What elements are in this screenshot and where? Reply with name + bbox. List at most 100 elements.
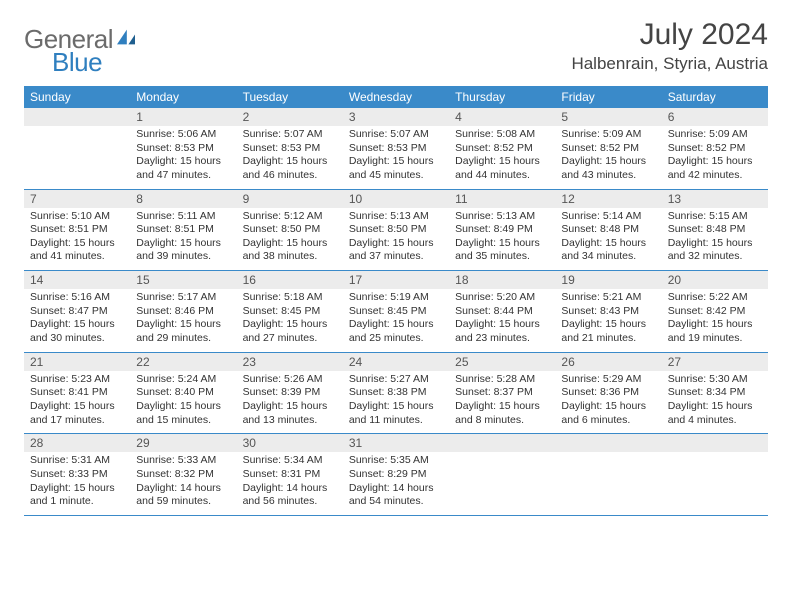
sunrise-text: Sunrise: 5:29 AM bbox=[561, 373, 655, 387]
day-number: 24 bbox=[343, 353, 449, 371]
daylight-text-1: Daylight: 14 hours bbox=[349, 482, 443, 496]
day-details: Sunrise: 5:24 AMSunset: 8:40 PMDaylight:… bbox=[130, 371, 236, 434]
weekday-header: Monday bbox=[130, 86, 236, 108]
weekday-header: Friday bbox=[555, 86, 661, 108]
daylight-text-1: Daylight: 15 hours bbox=[455, 400, 549, 414]
daylight-text-1: Daylight: 15 hours bbox=[349, 155, 443, 169]
day-details: Sunrise: 5:11 AMSunset: 8:51 PMDaylight:… bbox=[130, 208, 236, 271]
weekday-header: Sunday bbox=[24, 86, 130, 108]
daylight-text-2: and 30 minutes. bbox=[30, 332, 124, 346]
daylight-text-2: and 21 minutes. bbox=[561, 332, 655, 346]
daylight-text-2: and 29 minutes. bbox=[136, 332, 230, 346]
daylight-text-2: and 13 minutes. bbox=[243, 414, 337, 428]
daylight-text-2: and 32 minutes. bbox=[668, 250, 762, 264]
day-cell: 26Sunrise: 5:29 AMSunset: 8:36 PMDayligh… bbox=[555, 353, 661, 434]
sunrise-text: Sunrise: 5:08 AM bbox=[455, 128, 549, 142]
sunset-text: Sunset: 8:52 PM bbox=[668, 142, 762, 156]
sunrise-text: Sunrise: 5:26 AM bbox=[243, 373, 337, 387]
daylight-text-2: and 4 minutes. bbox=[668, 414, 762, 428]
sunset-text: Sunset: 8:43 PM bbox=[561, 305, 655, 319]
day-cell: 22Sunrise: 5:24 AMSunset: 8:40 PMDayligh… bbox=[130, 353, 236, 434]
sunset-text: Sunset: 8:32 PM bbox=[136, 468, 230, 482]
sunset-text: Sunset: 8:51 PM bbox=[136, 223, 230, 237]
day-cell: 31Sunrise: 5:35 AMSunset: 8:29 PMDayligh… bbox=[343, 434, 449, 515]
calendar-week-row: 28Sunrise: 5:31 AMSunset: 8:33 PMDayligh… bbox=[24, 434, 768, 516]
day-details: Sunrise: 5:13 AMSunset: 8:49 PMDaylight:… bbox=[449, 208, 555, 271]
day-number: 23 bbox=[237, 353, 343, 371]
daylight-text-1: Daylight: 15 hours bbox=[455, 318, 549, 332]
day-cell: 15Sunrise: 5:17 AMSunset: 8:46 PMDayligh… bbox=[130, 271, 236, 352]
logo-text-blue: Blue bbox=[52, 47, 102, 78]
day-details: Sunrise: 5:09 AMSunset: 8:52 PMDaylight:… bbox=[555, 126, 661, 189]
daylight-text-2: and 27 minutes. bbox=[243, 332, 337, 346]
daylight-text-1: Daylight: 15 hours bbox=[243, 155, 337, 169]
day-number: 6 bbox=[662, 108, 768, 126]
sunset-text: Sunset: 8:52 PM bbox=[561, 142, 655, 156]
daylight-text-2: and 47 minutes. bbox=[136, 169, 230, 183]
daylight-text-2: and 46 minutes. bbox=[243, 169, 337, 183]
sunset-text: Sunset: 8:46 PM bbox=[136, 305, 230, 319]
day-number: 22 bbox=[130, 353, 236, 371]
day-cell: 4Sunrise: 5:08 AMSunset: 8:52 PMDaylight… bbox=[449, 108, 555, 189]
sunset-text: Sunset: 8:51 PM bbox=[30, 223, 124, 237]
daylight-text-2: and 39 minutes. bbox=[136, 250, 230, 264]
calendar-week-row: 14Sunrise: 5:16 AMSunset: 8:47 PMDayligh… bbox=[24, 271, 768, 353]
daylight-text-1: Daylight: 15 hours bbox=[561, 400, 655, 414]
calendar-week-row: 1Sunrise: 5:06 AMSunset: 8:53 PMDaylight… bbox=[24, 108, 768, 190]
day-number: 9 bbox=[237, 190, 343, 208]
calendar-week-row: 7Sunrise: 5:10 AMSunset: 8:51 PMDaylight… bbox=[24, 190, 768, 272]
day-details: Sunrise: 5:27 AMSunset: 8:38 PMDaylight:… bbox=[343, 371, 449, 434]
sunrise-text: Sunrise: 5:15 AM bbox=[668, 210, 762, 224]
daylight-text-2: and 41 minutes. bbox=[30, 250, 124, 264]
daylight-text-1: Daylight: 15 hours bbox=[455, 237, 549, 251]
day-cell: 7Sunrise: 5:10 AMSunset: 8:51 PMDaylight… bbox=[24, 190, 130, 271]
sunrise-text: Sunrise: 5:13 AM bbox=[455, 210, 549, 224]
daylight-text-1: Daylight: 15 hours bbox=[30, 237, 124, 251]
sunrise-text: Sunrise: 5:31 AM bbox=[30, 454, 124, 468]
sunrise-text: Sunrise: 5:16 AM bbox=[30, 291, 124, 305]
day-details: Sunrise: 5:21 AMSunset: 8:43 PMDaylight:… bbox=[555, 289, 661, 352]
day-number: 27 bbox=[662, 353, 768, 371]
daylight-text-1: Daylight: 14 hours bbox=[136, 482, 230, 496]
day-cell: 6Sunrise: 5:09 AMSunset: 8:52 PMDaylight… bbox=[662, 108, 768, 189]
day-cell bbox=[555, 434, 661, 515]
sunrise-text: Sunrise: 5:07 AM bbox=[243, 128, 337, 142]
day-cell: 2Sunrise: 5:07 AMSunset: 8:53 PMDaylight… bbox=[237, 108, 343, 189]
sunrise-text: Sunrise: 5:34 AM bbox=[243, 454, 337, 468]
day-details: Sunrise: 5:17 AMSunset: 8:46 PMDaylight:… bbox=[130, 289, 236, 352]
day-number: 8 bbox=[130, 190, 236, 208]
daylight-text-1: Daylight: 15 hours bbox=[668, 155, 762, 169]
day-details: Sunrise: 5:14 AMSunset: 8:48 PMDaylight:… bbox=[555, 208, 661, 271]
sunrise-text: Sunrise: 5:20 AM bbox=[455, 291, 549, 305]
daylight-text-1: Daylight: 15 hours bbox=[668, 400, 762, 414]
day-cell: 5Sunrise: 5:09 AMSunset: 8:52 PMDaylight… bbox=[555, 108, 661, 189]
daylight-text-1: Daylight: 15 hours bbox=[561, 155, 655, 169]
page-header: GeneralBlue July 2024 Halbenrain, Styria… bbox=[24, 18, 768, 78]
weekday-header-row: SundayMondayTuesdayWednesdayThursdayFrid… bbox=[24, 86, 768, 108]
day-number: 10 bbox=[343, 190, 449, 208]
calendar: SundayMondayTuesdayWednesdayThursdayFrid… bbox=[24, 86, 768, 516]
day-cell: 17Sunrise: 5:19 AMSunset: 8:45 PMDayligh… bbox=[343, 271, 449, 352]
day-details: Sunrise: 5:09 AMSunset: 8:52 PMDaylight:… bbox=[662, 126, 768, 189]
day-number: 16 bbox=[237, 271, 343, 289]
daylight-text-1: Daylight: 15 hours bbox=[455, 155, 549, 169]
sunrise-text: Sunrise: 5:33 AM bbox=[136, 454, 230, 468]
daylight-text-2: and 34 minutes. bbox=[561, 250, 655, 264]
sunset-text: Sunset: 8:45 PM bbox=[243, 305, 337, 319]
day-cell: 25Sunrise: 5:28 AMSunset: 8:37 PMDayligh… bbox=[449, 353, 555, 434]
daylight-text-1: Daylight: 15 hours bbox=[30, 318, 124, 332]
daylight-text-2: and 54 minutes. bbox=[349, 495, 443, 509]
day-cell: 29Sunrise: 5:33 AMSunset: 8:32 PMDayligh… bbox=[130, 434, 236, 515]
sunset-text: Sunset: 8:48 PM bbox=[668, 223, 762, 237]
sunset-text: Sunset: 8:45 PM bbox=[349, 305, 443, 319]
day-number: 12 bbox=[555, 190, 661, 208]
day-details: Sunrise: 5:29 AMSunset: 8:36 PMDaylight:… bbox=[555, 371, 661, 434]
sunrise-text: Sunrise: 5:06 AM bbox=[136, 128, 230, 142]
day-number: 26 bbox=[555, 353, 661, 371]
day-cell: 28Sunrise: 5:31 AMSunset: 8:33 PMDayligh… bbox=[24, 434, 130, 515]
day-details: Sunrise: 5:10 AMSunset: 8:51 PMDaylight:… bbox=[24, 208, 130, 271]
sunrise-text: Sunrise: 5:17 AM bbox=[136, 291, 230, 305]
sunset-text: Sunset: 8:39 PM bbox=[243, 386, 337, 400]
day-cell bbox=[24, 108, 130, 189]
day-details: Sunrise: 5:23 AMSunset: 8:41 PMDaylight:… bbox=[24, 371, 130, 434]
